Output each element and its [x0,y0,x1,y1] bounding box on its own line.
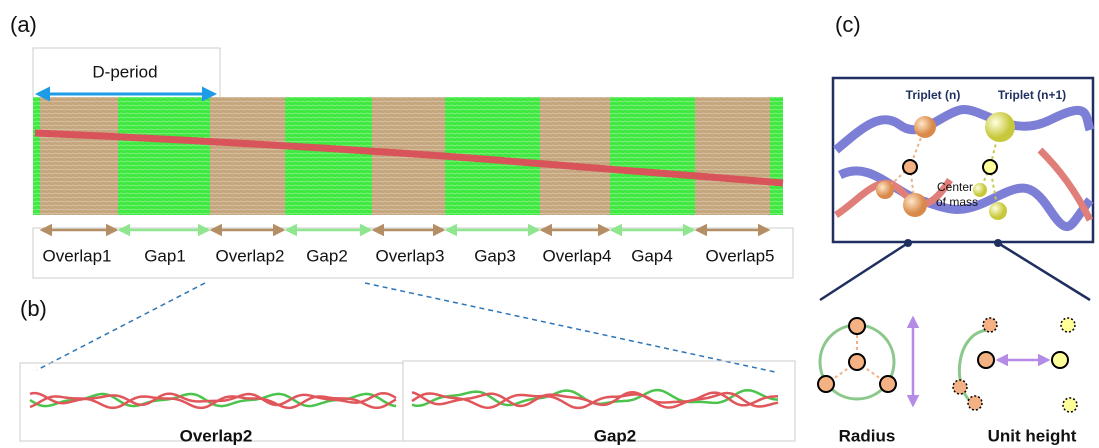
zoom-line [37,283,205,370]
molecules [30,390,778,408]
segment-label: Gap3 [474,246,516,265]
atom [914,116,936,138]
triplet-label: Triplet (n) [906,88,961,102]
center-marker [983,160,997,174]
d-period-label: D-period [92,62,157,81]
atom [903,193,927,217]
panel-label: (b) [20,296,47,321]
unit-height-icon [953,318,1077,412]
segment-label: Overlap5 [706,246,775,265]
caption: Gap2 [594,426,637,445]
atom [989,202,1007,220]
panel-label: (c) [835,12,861,37]
segment-label: Overlap3 [376,246,445,265]
segment-label: Gap2 [306,246,348,265]
connector [820,243,908,300]
caption: Unit height [988,426,1077,445]
segment-label: Overlap2 [216,246,285,265]
atom [985,112,1015,142]
radius-icon [818,318,913,405]
caption: Radius [839,426,896,445]
segment-label: Overlap4 [543,246,612,265]
segment-label: Gap1 [144,246,186,265]
connector [998,243,1090,300]
segments: Overlap1 Gap1 Overlap2 Gap2 Overlap3 Gap3 Over… [42,230,774,265]
zoom-line [365,283,775,372]
segment-label: Overlap1 [43,246,112,265]
com-label: Center [937,180,973,194]
caption: Overlap2 [180,426,253,445]
figure: (a) D-period Overlap1Gap1Overlap2Gap2Ove… [0,0,1099,448]
atom [876,181,894,199]
segment-label: Gap4 [631,246,673,265]
panel-label: (a) [10,12,37,37]
center-marker [903,160,917,174]
triplet-label: Triplet (n+1) [998,88,1066,102]
com-label: of mass [936,195,978,209]
